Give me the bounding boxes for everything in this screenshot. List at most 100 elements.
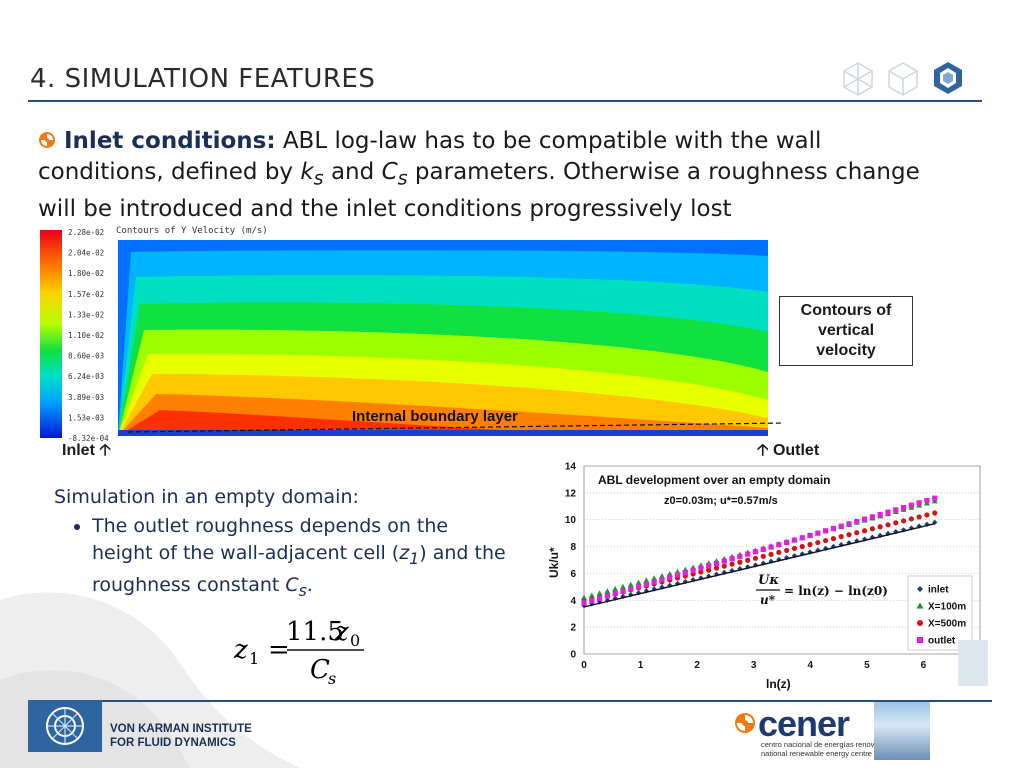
formula-eq: = [268, 635, 290, 665]
data-point-outlet [721, 558, 727, 564]
data-point-x500m [745, 557, 751, 563]
up-arrow-icon: 🡡 [94, 442, 111, 459]
data-point-outlet [932, 495, 938, 501]
contour-header: Contours of Y Velocity (m/s) [116, 226, 268, 236]
data-point-x500m [729, 561, 735, 567]
data-point-x500m [760, 553, 766, 559]
bullet-and: and [323, 159, 382, 185]
contour-plot: 2.28e-02 2.04e-02 1.80e-02 1.57e-02 1.33e-02… [40, 226, 785, 442]
data-point-x100m [627, 581, 634, 588]
ibl-label: Internal boundary layer [352, 408, 518, 425]
data-point-outlet [690, 567, 696, 573]
data-point-outlet [604, 593, 610, 599]
x-tick-label: 6 [921, 660, 927, 671]
data-point-outlet [667, 574, 673, 580]
data-point-outlet [706, 563, 712, 569]
data-point-x500m [706, 567, 712, 573]
data-point-outlet [659, 577, 665, 583]
data-point-outlet [674, 572, 681, 578]
data-point-x100m [581, 594, 587, 600]
caption-line-3: velocity [816, 342, 876, 359]
y-tick-label: 6 [570, 569, 576, 580]
y-tick-label: 2 [570, 623, 576, 634]
y-tick-label: 14 [565, 462, 577, 473]
chart-title: ABL development over an empty domain [598, 473, 831, 487]
footer-divider [102, 700, 992, 702]
bullet-text-2: parameters. Otherwise a roughness change… [38, 159, 920, 222]
caption-line-1: Contours of [800, 302, 892, 319]
data-point-x100m [643, 577, 650, 583]
up-arrow-icon: 🡡 [757, 442, 773, 459]
ks-symbol: k [300, 159, 314, 185]
formula-lhs-sub: 1 [249, 649, 259, 668]
y-tick-label: 8 [570, 542, 576, 553]
z1-subscript: 1 [409, 548, 420, 568]
scale-label: 8.60e-03 [68, 352, 104, 361]
data-point-outlet [737, 553, 743, 560]
data-point-x500m [838, 534, 844, 540]
legend-marker [917, 586, 923, 592]
y-tick-label: 12 [565, 488, 577, 499]
data-point-x500m [924, 512, 930, 518]
formula-lhs: z [233, 635, 248, 665]
data-point-outlet [823, 528, 829, 534]
abl-chart: 0246810121401234567 ABL development over… [547, 462, 988, 691]
data-point-outlet [752, 549, 759, 555]
legend-marker [916, 602, 924, 609]
formula-den: C [310, 655, 330, 685]
inlet-conditions-paragraph: Inlet conditions: ABL log-law has to be … [38, 126, 938, 225]
data-point-x500m [846, 532, 852, 538]
data-point-outlet [830, 525, 837, 532]
data-point-x500m [893, 520, 899, 526]
cs-subscript: s [397, 166, 408, 190]
bullet-text-1: ABL log-law has to be compatible with th… [38, 128, 822, 185]
data-point-x500m [799, 543, 805, 550]
equation-num: Uκ [758, 573, 779, 588]
ks-subscript: s [313, 166, 324, 190]
data-point-x500m [752, 555, 759, 561]
y-tick-label: 4 [570, 596, 576, 607]
data-point-x500m [713, 565, 720, 571]
data-point-inlet [932, 519, 938, 525]
chart-ylabel: Uk/u* [547, 547, 561, 578]
data-point-x500m [900, 518, 907, 524]
simulation-description: Simulation in an empty domain: The outle… [54, 484, 514, 604]
data-point-outlet [869, 514, 875, 520]
data-point-outlet [916, 500, 922, 506]
data-point-x100m [588, 592, 595, 598]
z1-formula: z 1 = 11.5 z 0 C s [233, 617, 364, 688]
slide-title: 4. SIMULATION FEATURES [30, 64, 376, 94]
chart-xlabel: ln(z) [766, 677, 791, 691]
data-point-outlet [745, 551, 751, 557]
cener-subtitle: centro nacional de energías renovables n… [761, 740, 893, 758]
data-point-x500m [830, 536, 837, 542]
data-point-outlet [908, 502, 914, 508]
data-point-outlet [682, 570, 688, 576]
data-point-outlet [713, 560, 720, 567]
chart-marks [581, 495, 938, 609]
data-point-inlet [885, 530, 891, 537]
data-point-inlet [830, 543, 837, 550]
scale-label: 2.04e-02 [68, 249, 104, 258]
data-point-outlet [861, 516, 868, 522]
data-point-x500m [908, 516, 914, 522]
data-point-x500m [815, 539, 821, 546]
data-point-outlet [877, 511, 883, 518]
cener-photo [874, 702, 930, 760]
contours-caption-box: Contours of vertical velocity [779, 296, 913, 366]
data-point-inlet [924, 521, 930, 527]
y-tick-label: 10 [565, 515, 577, 526]
legend-label: X=100m [928, 602, 966, 613]
data-point-outlet [900, 504, 907, 511]
legend-marker [917, 637, 923, 643]
z1-symbol: z [399, 542, 410, 564]
chart-equation: Uκ u* = ln(z) − ln(z0) [756, 573, 888, 607]
scale-label: 1.53e-03 [68, 413, 104, 422]
data-point-x100m [604, 588, 611, 594]
scale-label: 1.80e-02 [68, 269, 104, 278]
color-scale-bar [40, 230, 62, 438]
bullet-lead: Inlet conditions: [64, 128, 276, 154]
scale-label: 3.89e-03 [68, 393, 104, 402]
data-point-inlet [869, 534, 875, 540]
data-point-inlet [900, 527, 907, 533]
